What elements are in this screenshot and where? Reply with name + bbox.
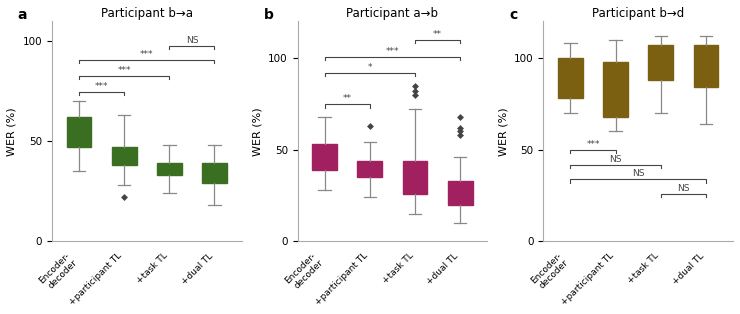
PathPatch shape — [603, 62, 628, 117]
Text: c: c — [509, 8, 517, 22]
PathPatch shape — [67, 117, 91, 147]
Text: ***: *** — [95, 82, 108, 91]
Title: Participant b→d: Participant b→d — [592, 7, 684, 20]
Title: Participant b→a: Participant b→a — [101, 7, 192, 20]
PathPatch shape — [693, 45, 719, 87]
Y-axis label: WER (%): WER (%) — [499, 107, 508, 156]
PathPatch shape — [157, 163, 182, 175]
Text: **: ** — [343, 94, 352, 103]
Text: *: * — [368, 63, 372, 72]
PathPatch shape — [648, 45, 673, 80]
Y-axis label: WER (%): WER (%) — [7, 107, 17, 156]
PathPatch shape — [403, 161, 428, 194]
Text: ***: *** — [140, 50, 153, 59]
Text: ***: *** — [586, 140, 599, 149]
PathPatch shape — [558, 58, 583, 98]
Text: b: b — [263, 8, 273, 22]
Text: NS: NS — [609, 155, 622, 164]
Text: NS: NS — [632, 170, 645, 178]
PathPatch shape — [202, 163, 227, 183]
Y-axis label: WER (%): WER (%) — [252, 107, 263, 156]
PathPatch shape — [112, 147, 137, 165]
PathPatch shape — [448, 181, 473, 205]
Text: ***: *** — [118, 66, 131, 75]
PathPatch shape — [357, 161, 383, 177]
Text: NS: NS — [677, 184, 690, 193]
Text: NS: NS — [186, 36, 198, 45]
Text: **: ** — [433, 30, 442, 39]
PathPatch shape — [312, 144, 337, 170]
Title: Participant a→b: Participant a→b — [346, 7, 439, 20]
Text: ***: *** — [386, 47, 399, 56]
Text: a: a — [18, 8, 27, 22]
